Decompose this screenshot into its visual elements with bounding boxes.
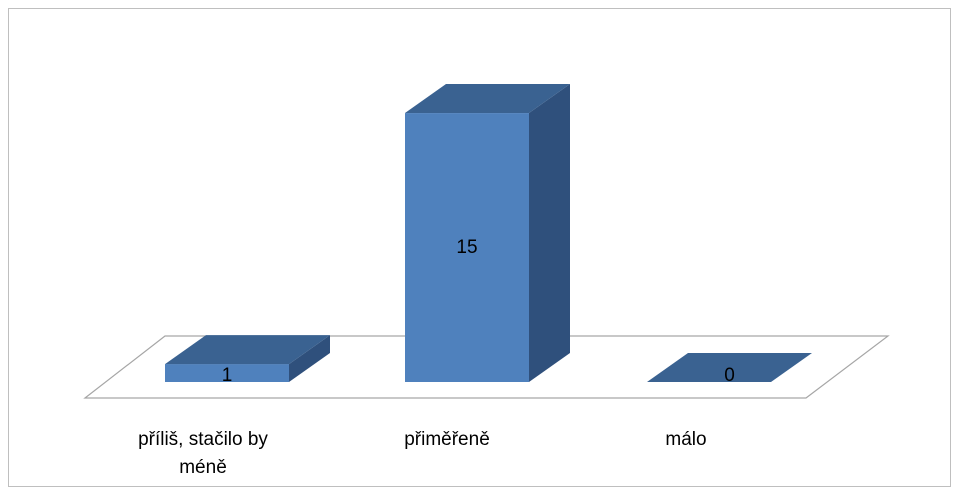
bars-group: 1 15 0 — [165, 84, 812, 386]
bar-side-face — [529, 84, 570, 383]
bar-1: 1 — [165, 335, 330, 386]
data-label-2: 15 — [456, 237, 477, 258]
bar-top-face — [647, 353, 812, 382]
bar-side-face — [289, 335, 330, 382]
bar-top-face — [405, 84, 570, 114]
bar-front-face — [405, 113, 529, 383]
data-label-3: 0 — [724, 365, 735, 386]
bar-3: 0 — [647, 353, 812, 386]
bar-top-face — [165, 335, 330, 365]
category-label-2: přiměřeně — [404, 429, 490, 450]
data-label-1: 1 — [222, 365, 233, 386]
bar-2: 15 — [405, 84, 570, 383]
category-labels: příliš, stačilo by méně přiměřeně málo — [138, 429, 707, 478]
bar-front-face — [165, 364, 289, 382]
category-label-1: příliš, stačilo by méně — [138, 429, 268, 478]
category-label-3: málo — [665, 429, 706, 450]
